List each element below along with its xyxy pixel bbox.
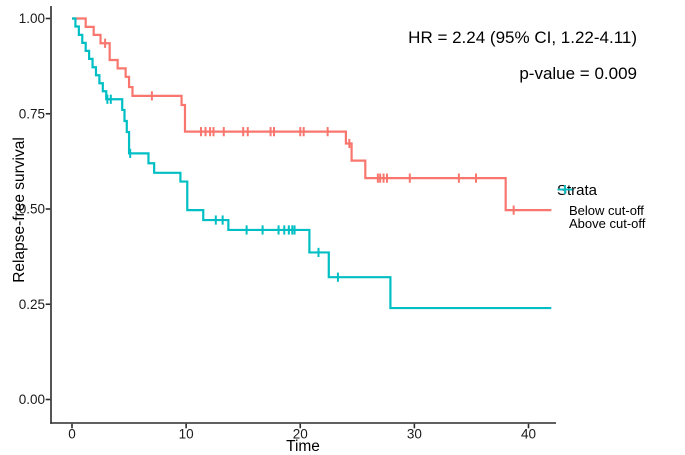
y-tick-label: 0.25 (19, 297, 45, 312)
series-above-cut-off (72, 17, 552, 310)
plus-glyph-icon (557, 185, 573, 194)
x-axis-title: Time (286, 438, 320, 455)
legend-label: Above cut-off (569, 216, 646, 231)
x-tick-label: 10 (179, 427, 194, 442)
km-curve-below-cut-off (72, 17, 552, 212)
x-tick-label: 20 (293, 427, 308, 442)
legend-title: Strata (557, 182, 598, 199)
legend: Strata Below cut-off Above cut-off (557, 182, 646, 231)
y-tick-label: 0.00 (19, 392, 45, 407)
pvalue-annotation: p-value = 0.009 (519, 64, 637, 83)
y-tick-label: 0.75 (19, 106, 45, 121)
x-tick-label: 30 (407, 427, 422, 442)
km-curve-above-cut-off (72, 17, 552, 310)
hr-annotation: HR = 2.24 (95% CI, 1.22-4.11) (408, 28, 637, 47)
legend-items: Below cut-off Above cut-off (557, 185, 646, 231)
x-tick-label: 0 (68, 427, 76, 442)
stats-annotation: HR = 2.24 (95% CI, 1.22-4.11) p-value = … (408, 20, 637, 92)
y-axis-title: Relapse-free survival (11, 137, 28, 283)
y-tick-label: 1.00 (19, 11, 45, 26)
legend-label: Below cut-off (569, 203, 644, 218)
legend-item-above-cut-off: Above cut-off (557, 185, 646, 231)
series-below-cut-off (72, 17, 552, 215)
y-tick-label: 0.50 (19, 202, 45, 217)
x-tick-label: 40 (521, 427, 536, 442)
